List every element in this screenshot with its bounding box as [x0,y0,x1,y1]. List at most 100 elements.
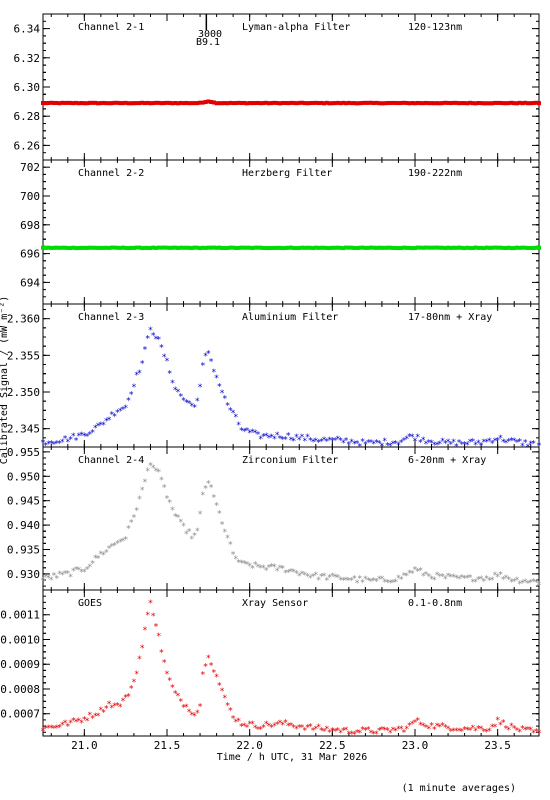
y-tick-label: 702 [20,161,40,174]
data-point: * [283,435,288,445]
x-tick-label: 21.0 [71,739,98,752]
data-point [363,100,368,105]
x-axis-label: Time / h UTC, 31 Mar 2026 [217,752,368,763]
data-point: * [338,729,343,739]
data-point: * [492,437,497,447]
data-point [308,101,313,106]
data-point [528,101,533,106]
data-point: * [308,437,313,447]
data-point [322,245,327,250]
data-point [266,101,271,106]
data-point: * [131,678,136,688]
data-point: * [500,576,505,586]
data-point [101,245,106,250]
data-point: * [255,726,260,736]
data-point [165,100,169,105]
data-point [261,101,266,106]
data-point: * [233,413,238,423]
data-point [269,245,274,250]
data-point [377,245,382,250]
data-point: * [120,697,125,707]
data-point: * [481,578,486,588]
data-point [142,101,147,106]
data-point [153,100,158,105]
footnote: (1 minute averages) [402,783,516,794]
data-point: * [208,661,213,671]
data-point [487,245,492,250]
data-point [189,101,194,106]
data-point: * [308,574,313,584]
data-point: * [360,579,365,589]
data-point: * [305,723,310,733]
y-tick-label: 6.28 [14,110,41,123]
data-point: * [352,440,357,450]
data-point [399,100,404,105]
series-4: ****************************************… [40,461,541,591]
data-point: * [476,725,481,735]
panel-frame [42,13,540,161]
y-tick-label: 0.0007 [0,708,40,721]
data-point [363,245,368,250]
data-point: * [349,438,354,448]
data-point [286,101,291,106]
data-point: * [46,440,51,450]
data-point: * [354,440,359,450]
data-point: * [473,578,478,588]
data-point [165,245,169,250]
data-point [498,245,503,250]
band-label: 190-222nm [408,168,462,179]
y-tick-label: 0.940 [7,519,40,532]
data-point [112,100,117,105]
data-point: * [456,727,461,737]
data-point [432,245,437,250]
data-point: * [489,576,494,586]
data-point: * [57,439,62,449]
data-point: * [139,360,144,370]
data-point [277,101,282,106]
data-point [490,101,495,106]
data-point [294,101,299,106]
data-point: * [90,714,95,724]
data-point: * [208,484,213,494]
data-point: * [338,576,343,586]
data-point: * [272,435,277,445]
data-point [517,245,522,250]
data-point: * [79,719,84,729]
data-point: * [54,439,59,449]
data-point: * [112,702,117,712]
data-point [236,100,241,105]
data-point: * [71,716,76,726]
data-point: * [197,703,202,713]
data-point [200,245,205,250]
data-point: * [432,726,437,736]
data-point [192,101,197,106]
panel-4: 0.930 0.935 0.940 0.945 0.950 0.955 Channel 2-… [7,446,542,591]
data-point: * [164,670,169,680]
data-point [435,101,440,106]
data-point: * [123,694,128,704]
data-point: * [151,331,156,341]
data-point: * [365,576,370,586]
data-point: * [134,670,139,680]
data-point: * [523,726,528,736]
data-point [415,100,420,105]
data-point: * [156,335,161,345]
data-point: * [145,467,150,477]
data-point [289,245,293,250]
data-point: * [313,725,318,735]
data-point [107,101,112,106]
data-point: * [57,723,62,733]
data-point [451,100,456,105]
data-point: * [520,579,525,589]
data-point: * [247,562,252,572]
data-point: * [531,439,536,449]
data-point [200,100,205,105]
data-point [255,245,260,250]
data-point [440,245,445,250]
data-point [93,100,98,105]
data-point [231,245,236,250]
data-point: * [43,724,48,734]
series-5: ****************************************… [40,599,541,741]
data-point: * [511,725,516,735]
data-point: * [343,726,348,736]
